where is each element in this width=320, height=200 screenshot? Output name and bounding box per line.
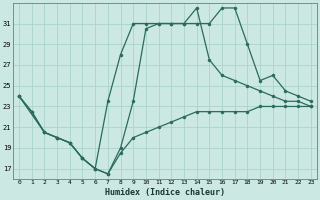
X-axis label: Humidex (Indice chaleur): Humidex (Indice chaleur): [105, 188, 225, 197]
